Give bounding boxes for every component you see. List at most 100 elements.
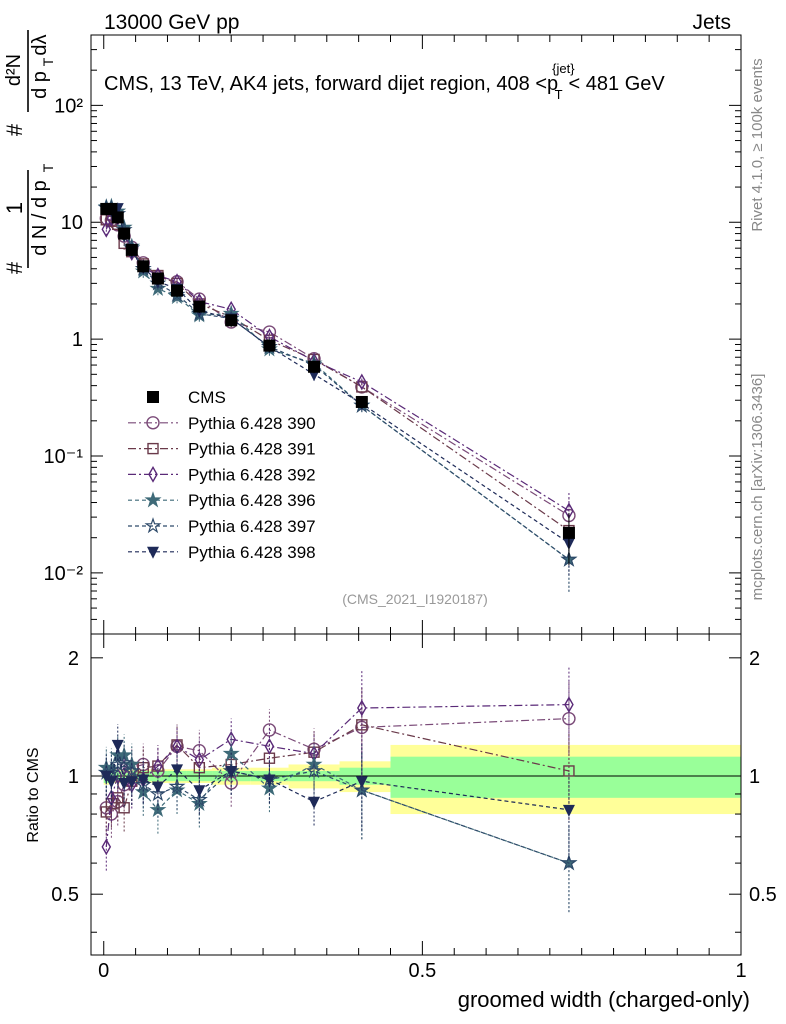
svg-text:1: 1 bbox=[2, 202, 27, 214]
chart-title: CMS, 13 TeV, AK4 jets, forward dijet reg… bbox=[104, 61, 665, 102]
svg-text:d²N: d²N bbox=[3, 54, 25, 86]
series-line bbox=[105, 216, 570, 512]
ratio-point bbox=[168, 777, 186, 794]
ratio-tick-label: 0.5 bbox=[51, 884, 79, 906]
ratio-line bbox=[106, 762, 570, 864]
header-process-label: Jets bbox=[692, 11, 731, 34]
ratio-line bbox=[105, 718, 569, 816]
series-layer bbox=[97, 197, 578, 913]
y-tick-label: 1 bbox=[72, 329, 83, 351]
ratio-point bbox=[171, 764, 184, 777]
ratio-point bbox=[105, 776, 118, 789]
series-line bbox=[106, 207, 570, 544]
ratio-point bbox=[123, 762, 141, 779]
series-line bbox=[106, 207, 570, 561]
legend-marker bbox=[144, 491, 162, 508]
ratio-point bbox=[125, 776, 138, 789]
lower-frame bbox=[90, 633, 742, 956]
ratio-point bbox=[562, 804, 575, 817]
series-line bbox=[106, 219, 570, 532]
y-tick-label: 10⁻² bbox=[44, 563, 84, 585]
ratio-point bbox=[194, 751, 205, 769]
analysis-id-label: (CMS_2021_I1920187) bbox=[342, 591, 488, 607]
data-point bbox=[118, 227, 131, 240]
series-cms bbox=[100, 202, 575, 566]
data-point bbox=[357, 373, 367, 391]
ratio-point bbox=[118, 802, 130, 814]
ratio-point bbox=[560, 854, 578, 871]
ratio-point bbox=[262, 723, 277, 737]
data-point bbox=[308, 360, 321, 373]
legend-label: Pythia 6.428 391 bbox=[188, 440, 316, 459]
legend-marker bbox=[144, 517, 162, 534]
legend-label: Pythia 6.428 390 bbox=[188, 414, 316, 433]
legend: CMS Pythia 6.428 390 Pythia 6.428 391 Pythi… bbox=[128, 388, 316, 562]
ratio-point bbox=[193, 785, 206, 798]
legend-marker bbox=[148, 465, 158, 483]
ratio-line bbox=[105, 744, 570, 811]
ratio-point bbox=[225, 765, 238, 778]
legend-item: Pythia 6.428 398 bbox=[128, 543, 316, 562]
data-point bbox=[263, 339, 276, 352]
ratio-point bbox=[190, 790, 208, 807]
ratio-point bbox=[305, 762, 323, 779]
ratio-point bbox=[357, 699, 367, 717]
data-point bbox=[111, 211, 124, 224]
y-tick-label: 10² bbox=[54, 95, 83, 117]
legend-item: Pythia 6.428 390 bbox=[128, 414, 316, 433]
lower-y-axis-title: Ratio to CMS bbox=[25, 747, 42, 842]
legend-label: Pythia 6.428 398 bbox=[188, 543, 316, 562]
data-point bbox=[355, 395, 368, 408]
legend-label: CMS bbox=[188, 388, 226, 407]
y-tick-label: 10 bbox=[61, 212, 83, 234]
ratio-point bbox=[151, 781, 164, 794]
ratio-tick-label-right: 1 bbox=[749, 766, 760, 788]
ratio-point bbox=[134, 775, 152, 792]
ratio-point bbox=[308, 796, 321, 809]
ratio-tick-label-right: 0.5 bbox=[749, 884, 777, 906]
legend-item: Pythia 6.428 392 bbox=[128, 465, 316, 484]
x-tick-label: 1 bbox=[735, 960, 746, 982]
data-point bbox=[125, 243, 138, 256]
svg-text:dλ: dλ bbox=[29, 34, 51, 55]
stat-uncertainty-band bbox=[390, 756, 741, 798]
svg-text:T: T bbox=[40, 163, 56, 172]
series-line bbox=[106, 205, 570, 561]
ratio-point bbox=[137, 774, 150, 787]
axes: 10⁻² 10⁻¹ 1 10 10² 0.5 0.5 1 1 2 2 0 0.5 1 bbox=[44, 34, 777, 982]
svg-text:#: # bbox=[2, 261, 27, 274]
ratio-point bbox=[355, 776, 368, 789]
ratio-point bbox=[263, 774, 276, 787]
ratio-line bbox=[105, 704, 569, 847]
mcplots-reference-label: mcplots.cern.ch [arXiv:1306.3436] bbox=[749, 374, 766, 601]
data-point bbox=[137, 260, 150, 273]
legend-item: Pythia 6.428 391 bbox=[128, 440, 316, 459]
ratio-point bbox=[111, 739, 124, 752]
series-line bbox=[106, 217, 570, 517]
legend-marker bbox=[146, 416, 160, 430]
legend-item: CMS bbox=[147, 388, 226, 407]
rivet-version-label: Rivet 4.1.0, ≥ 100k events bbox=[749, 58, 766, 231]
svg-text:d p: d p bbox=[29, 71, 51, 99]
upper-y-axis-title: # 1 d N / d p T # d²N d p T dλ bbox=[2, 30, 56, 274]
ratio-tick-label-right: 2 bbox=[749, 648, 760, 670]
svg-text:#: # bbox=[2, 123, 27, 136]
svg-text:d N / d p: d N / d p bbox=[29, 180, 51, 256]
data-point bbox=[562, 526, 575, 539]
data-point bbox=[151, 272, 164, 285]
legend-label: Pythia 6.428 396 bbox=[188, 491, 316, 510]
ratio-point bbox=[112, 792, 124, 804]
ratio-point bbox=[563, 765, 575, 777]
x-tick-label: 0.5 bbox=[408, 960, 436, 982]
data-point bbox=[225, 314, 238, 327]
y-tick-label: 10⁻¹ bbox=[44, 446, 84, 468]
ratio-point bbox=[264, 737, 275, 755]
data-point bbox=[101, 220, 112, 238]
legend-item: Pythia 6.428 397 bbox=[128, 517, 316, 536]
ratio-point bbox=[101, 838, 112, 856]
legend-item: Pythia 6.428 396 bbox=[128, 491, 316, 510]
ratio-point bbox=[192, 744, 207, 758]
x-axis-title: groomed width (charged-only) bbox=[458, 987, 750, 1012]
ratio-point bbox=[172, 737, 182, 755]
